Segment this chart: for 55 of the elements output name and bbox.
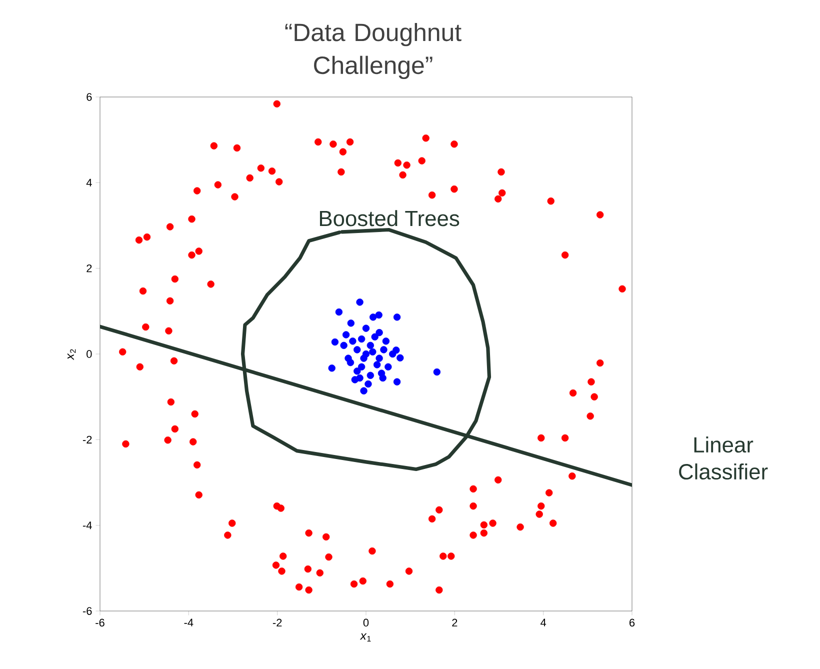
point bbox=[356, 298, 364, 306]
point bbox=[396, 354, 404, 362]
point bbox=[366, 372, 374, 380]
point bbox=[433, 368, 441, 376]
y-tick-label: -4 bbox=[82, 522, 92, 530]
x-tick-label: 4 bbox=[540, 618, 546, 626]
x-tick-label: 0 bbox=[363, 618, 369, 627]
point bbox=[354, 346, 361, 354]
point bbox=[349, 338, 356, 345]
text: Linear Classifier bbox=[679, 436, 768, 480]
y-tick-label: -6 bbox=[82, 607, 92, 615]
y-tick-label: 0 bbox=[86, 350, 92, 358]
point bbox=[346, 358, 354, 366]
point bbox=[375, 311, 382, 319]
y-tick-label: 6 bbox=[86, 93, 92, 101]
x-axis-title: x$_{1}$ bbox=[360, 633, 371, 642]
point bbox=[342, 331, 350, 338]
point bbox=[382, 338, 390, 345]
y-axis-title: x$_{2}$ bbox=[68, 349, 76, 360]
point bbox=[380, 346, 388, 354]
point bbox=[369, 314, 377, 321]
point bbox=[371, 333, 378, 340]
point bbox=[376, 354, 383, 362]
point bbox=[384, 363, 392, 370]
x-tick-label: 2 bbox=[452, 618, 458, 626]
x-tick-label: -4 bbox=[184, 618, 194, 626]
point bbox=[393, 314, 401, 321]
point bbox=[347, 320, 355, 327]
point bbox=[351, 376, 359, 384]
series-label: Boosted Trees bbox=[320, 210, 460, 226]
point bbox=[362, 324, 370, 332]
point bbox=[354, 368, 361, 375]
point bbox=[335, 308, 343, 316]
point bbox=[393, 378, 401, 386]
point bbox=[389, 350, 396, 358]
point bbox=[340, 342, 348, 350]
point bbox=[328, 364, 336, 372]
point bbox=[360, 354, 368, 362]
y-tick-label: 2 bbox=[86, 264, 92, 272]
x-tick-label: 6 bbox=[630, 618, 635, 627]
point bbox=[358, 363, 366, 370]
y-tick-label: -2 bbox=[82, 436, 92, 444]
x-tick-label: -6 bbox=[96, 618, 104, 627]
point bbox=[366, 342, 374, 350]
y-tick-label: 4 bbox=[86, 178, 92, 186]
point bbox=[378, 370, 386, 377]
point bbox=[373, 361, 381, 368]
point bbox=[358, 335, 366, 343]
point bbox=[376, 328, 383, 336]
point bbox=[331, 338, 339, 346]
x-tick-label: -2 bbox=[272, 618, 282, 626]
point bbox=[364, 380, 372, 388]
chart-title: “Data Doughnut Challenge” bbox=[285, 22, 462, 80]
point bbox=[369, 348, 376, 356]
point bbox=[360, 387, 368, 394]
